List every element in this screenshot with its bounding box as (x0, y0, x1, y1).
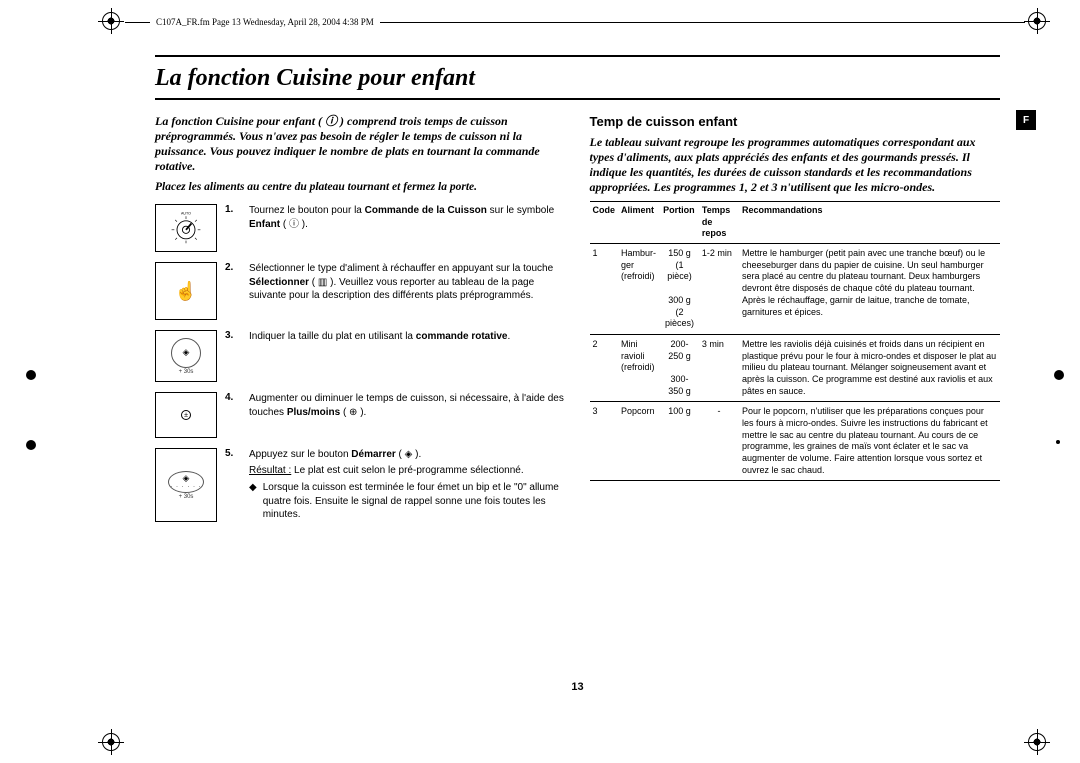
step-number: 2. (225, 262, 241, 320)
bullet-text: Lorsque la cuisson est terminée le four … (263, 481, 566, 522)
cell-code: 2 (590, 334, 619, 401)
page-title: La fonction Cuisine pour enfant (155, 61, 1000, 98)
t: Sélectionner (249, 277, 309, 288)
step-text: Indiquer la taille du plat en utilisant … (249, 330, 566, 382)
cooking-table: Code Aliment Portion Temps de repos Reco… (590, 201, 1001, 481)
cell-code: 3 (590, 402, 619, 481)
dial-icon: AUTO (155, 204, 217, 252)
table-row: 2 Mini ravioli (refroidi) 200-250 g 300-… (590, 334, 1001, 401)
result-text: Le plat est cuit selon le pré-programme … (294, 465, 524, 476)
table-row: 3 Popcorn 100 g - Pour le popcorn, n'uti… (590, 402, 1001, 481)
svg-text:AUTO: AUTO (181, 212, 191, 216)
language-tab: F (1016, 110, 1036, 130)
step-text: Appuyez sur le bouton Démarrer ( ◈ ). Ré… (249, 448, 566, 522)
table-row: 1 Hambur- ger (refroidi) 150 g (1 pièce)… (590, 244, 1001, 335)
page-number: 13 (155, 681, 1000, 693)
step-number: 3. (225, 330, 241, 382)
cell-portion: 100 g (660, 402, 699, 481)
step-text: Augmenter ou diminuer le temps de cuisso… (249, 392, 566, 438)
t: ( ⓘ ). (280, 219, 308, 230)
reg-dot (26, 370, 36, 380)
t: Tournez le bouton pour la (249, 205, 365, 216)
step-text: Tournez le bouton pour la Commande de la… (249, 204, 566, 252)
right-heading: Temp de cuisson enfant (590, 114, 1001, 129)
reg-dot (1054, 370, 1064, 380)
left-column: La fonction Cuisine pour enfant ( ⓘ ) co… (155, 114, 566, 532)
right-intro: Le tableau suivant regroupe les programm… (590, 135, 1001, 195)
th-reco: Recommandations (739, 202, 1000, 244)
cell-reco: Mettre les raviolis déjà cuisinés et fro… (739, 334, 1000, 401)
t: Appuyez sur le bouton (249, 449, 351, 460)
t: Indiquer la taille du plat en utilisant … (249, 331, 416, 342)
t: sur le symbole (487, 205, 554, 216)
cell-aliment: Mini ravioli (refroidi) (618, 334, 660, 401)
th-code: Code (590, 202, 619, 244)
select-icon: ☝ (155, 262, 217, 320)
t: ( ◈ ). (396, 449, 421, 460)
title-rule-top (155, 55, 1000, 59)
t: Plus/moins (287, 407, 340, 418)
crop-mark-tl (98, 8, 124, 34)
step-row: ◈ · · · · · · + 30s 5. Appuyez sur le bo… (155, 448, 566, 522)
cell-aliment: Hambur- ger (refroidi) (618, 244, 660, 335)
t: Démarrer (351, 449, 395, 460)
step-number: 1. (225, 204, 241, 252)
cell-portion: 150 g (1 pièce) 300 g (2 pièces) (660, 244, 699, 335)
rotary-icon: ◈ + 30s (155, 330, 217, 382)
step-row: ◈ + 30s 3. Indiquer la taille du plat en… (155, 330, 566, 382)
title-rule-bottom (155, 98, 1000, 100)
step-number: 4. (225, 392, 241, 438)
step-text: Sélectionner le type d'aliment à réchauf… (249, 262, 566, 320)
step-row: AUTO 1. Tournez le bouton pour la Comman… (155, 204, 566, 252)
reg-dot (1056, 440, 1060, 444)
left-subintro: Placez les aliments au centre du plateau… (155, 180, 566, 194)
t: Sélectionner le type d'aliment à réchauf… (249, 263, 553, 274)
cell-temps: - (699, 402, 739, 481)
cell-reco: Pour le popcorn, n'utiliser que les prép… (739, 402, 1000, 481)
step-number: 5. (225, 448, 241, 522)
step-row: ☝ 2. Sélectionner le type d'aliment à ré… (155, 262, 566, 320)
header-filename: C107A_FR.fm Page 13 Wednesday, April 28,… (150, 17, 380, 27)
cell-reco: Mettre le hamburger (petit pain avec une… (739, 244, 1000, 335)
step-row: ± 4. Augmenter ou diminuer le temps de c… (155, 392, 566, 438)
t: commande rotative (416, 331, 508, 342)
th-aliment: Aliment (618, 202, 660, 244)
t: ( ⊕ ). (340, 407, 366, 418)
t: Enfant (249, 219, 280, 230)
right-column: Temp de cuisson enfant Le tableau suivan… (590, 114, 1001, 532)
t: . (507, 331, 510, 342)
crop-mark-br (1024, 729, 1050, 755)
reg-dot (26, 440, 36, 450)
cell-temps: 1-2 min (699, 244, 739, 335)
crop-mark-tr (1024, 8, 1050, 34)
start-icon: ◈ · · · · · · + 30s (155, 448, 217, 522)
th-portion: Portion (660, 202, 699, 244)
plusminus-icon: ± (155, 392, 217, 438)
cell-temps: 3 min (699, 334, 739, 401)
th-temps: Temps de repos (699, 202, 739, 244)
cell-portion: 200-250 g 300-350 g (660, 334, 699, 401)
bullet-icon: ◆ (249, 481, 257, 522)
t: Commande de la Cuisson (365, 205, 487, 216)
cell-aliment: Popcorn (618, 402, 660, 481)
left-intro: La fonction Cuisine pour enfant ( ⓘ ) co… (155, 114, 566, 174)
crop-mark-bl (98, 729, 124, 755)
result-label: Résultat : (249, 465, 291, 476)
cell-code: 1 (590, 244, 619, 335)
